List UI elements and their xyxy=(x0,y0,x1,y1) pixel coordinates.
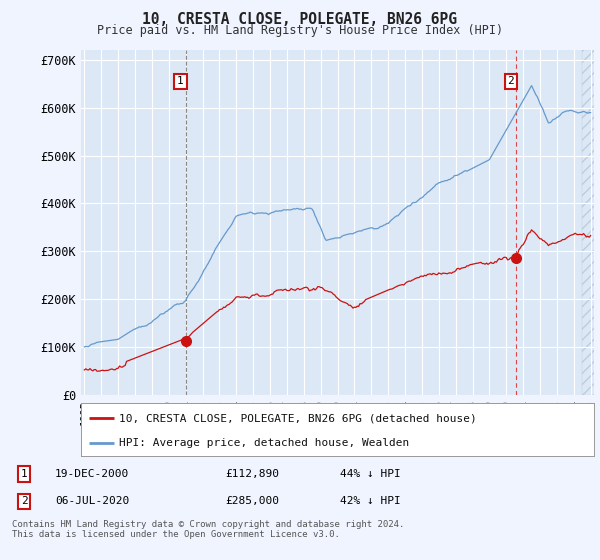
Text: 2: 2 xyxy=(20,496,28,506)
Text: £112,890: £112,890 xyxy=(225,469,279,479)
Text: HPI: Average price, detached house, Wealden: HPI: Average price, detached house, Weal… xyxy=(119,438,410,448)
Text: Contains HM Land Registry data © Crown copyright and database right 2024.
This d: Contains HM Land Registry data © Crown c… xyxy=(12,520,404,539)
Text: 1: 1 xyxy=(177,76,184,86)
Text: 10, CRESTA CLOSE, POLEGATE, BN26 6PG (detached house): 10, CRESTA CLOSE, POLEGATE, BN26 6PG (de… xyxy=(119,413,477,423)
Text: 42% ↓ HPI: 42% ↓ HPI xyxy=(340,496,401,506)
Text: 2: 2 xyxy=(508,76,514,86)
Text: £285,000: £285,000 xyxy=(225,496,279,506)
Text: 06-JUL-2020: 06-JUL-2020 xyxy=(55,496,130,506)
Text: 19-DEC-2000: 19-DEC-2000 xyxy=(55,469,130,479)
Text: 1: 1 xyxy=(20,469,28,479)
Text: 44% ↓ HPI: 44% ↓ HPI xyxy=(340,469,401,479)
Text: Price paid vs. HM Land Registry's House Price Index (HPI): Price paid vs. HM Land Registry's House … xyxy=(97,24,503,36)
Text: 10, CRESTA CLOSE, POLEGATE, BN26 6PG: 10, CRESTA CLOSE, POLEGATE, BN26 6PG xyxy=(143,12,458,27)
